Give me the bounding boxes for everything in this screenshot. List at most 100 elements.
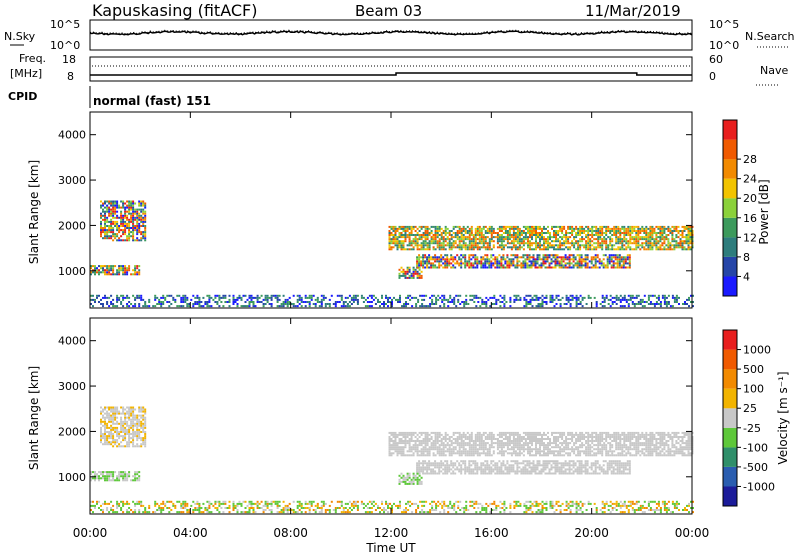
velocity-cell	[603, 511, 606, 514]
power-cell	[454, 236, 457, 239]
velocity-cell	[134, 433, 137, 435]
power-cell	[418, 272, 421, 275]
power-cell	[438, 230, 441, 232]
power-cell	[571, 240, 574, 243]
power-cell	[114, 222, 117, 225]
velocity-cell	[172, 504, 175, 507]
velocity-cell	[120, 475, 123, 478]
power-cell	[178, 294, 181, 297]
velocity-cell	[122, 477, 125, 480]
velocity-cell	[387, 504, 389, 507]
power-cell	[563, 240, 566, 243]
power-cell	[130, 227, 133, 229]
power-cell	[428, 262, 431, 265]
power-cell	[609, 242, 612, 245]
power-cell	[224, 301, 227, 303]
power-cell	[683, 225, 686, 228]
power-cell	[637, 232, 640, 234]
power-cell	[390, 246, 393, 249]
velocity-cell	[136, 502, 139, 505]
power-cell	[502, 256, 505, 259]
velocity-cell	[468, 444, 471, 447]
power-cell	[392, 238, 395, 241]
velocity-cell	[276, 507, 279, 509]
velocity-cell	[515, 502, 518, 505]
velocity-cell	[466, 438, 469, 440]
power-cell	[684, 301, 686, 303]
power-cell	[601, 234, 604, 236]
velocity-cell	[472, 450, 475, 453]
power-cell	[470, 264, 473, 267]
power-cell	[454, 258, 457, 261]
velocity-cell	[112, 414, 115, 417]
velocity-cell	[274, 500, 277, 503]
power-cell	[186, 305, 189, 308]
power-cell	[591, 244, 594, 247]
velocity-cell	[162, 509, 165, 511]
power-cell	[619, 232, 622, 234]
power-cell	[114, 206, 117, 209]
power-cell	[677, 242, 680, 245]
power-cell	[136, 220, 139, 223]
power-cell	[448, 240, 451, 243]
power-cell	[494, 232, 497, 234]
velocity-cell	[422, 452, 425, 455]
power-cell	[657, 232, 660, 234]
velocity-cell	[228, 500, 231, 503]
power-cell	[518, 238, 521, 241]
velocity-cell	[106, 507, 109, 509]
power-cell	[308, 301, 311, 303]
power-cell	[500, 242, 503, 245]
power-cell	[364, 298, 367, 301]
power-cell	[425, 305, 428, 308]
power-cell	[628, 254, 631, 257]
power-cell	[689, 240, 692, 243]
velocity-cell	[144, 437, 147, 440]
velocity-cell	[419, 500, 422, 503]
power-cell	[222, 305, 225, 308]
power-cell	[534, 264, 537, 267]
power-cell	[428, 240, 431, 243]
power-cell	[430, 266, 433, 269]
power-cell	[655, 238, 658, 241]
power-cell	[500, 258, 503, 261]
power-cell	[553, 246, 555, 249]
power-cell	[102, 265, 104, 268]
power-cell	[346, 305, 349, 308]
power-cell	[651, 238, 654, 241]
power-cell	[130, 231, 133, 234]
velocity-cell	[304, 502, 307, 505]
power-cell	[385, 303, 387, 305]
power-cell	[649, 236, 652, 239]
power-cell	[400, 236, 403, 239]
velocity-cell	[94, 471, 96, 474]
power-cell	[440, 258, 443, 261]
velocity-cell	[480, 442, 483, 445]
power-cell	[454, 256, 457, 259]
power-cell	[689, 238, 692, 241]
power-cell	[418, 276, 421, 279]
velocity-cell	[460, 444, 463, 447]
power-cell	[214, 301, 217, 303]
power-cell	[575, 234, 578, 236]
velocity-cell	[132, 445, 135, 448]
power-cell	[426, 242, 429, 245]
velocity-cell	[486, 454, 489, 457]
velocity-cell	[192, 509, 195, 511]
power-cell	[116, 214, 119, 217]
power-cell	[124, 239, 127, 242]
velocity-cell	[234, 507, 237, 509]
power-cell	[404, 225, 407, 228]
velocity-cell	[649, 500, 652, 503]
power-cell	[444, 238, 447, 241]
power-cell	[587, 246, 590, 249]
power-cell	[248, 296, 251, 299]
power-cell	[332, 303, 335, 305]
power-cell	[108, 296, 111, 299]
velocity-cell	[398, 452, 401, 455]
velocity-cell	[449, 502, 452, 505]
velocity-cell	[478, 452, 481, 455]
power-cell	[493, 303, 496, 305]
power-cell	[430, 225, 433, 228]
velocity-cell	[422, 442, 425, 445]
